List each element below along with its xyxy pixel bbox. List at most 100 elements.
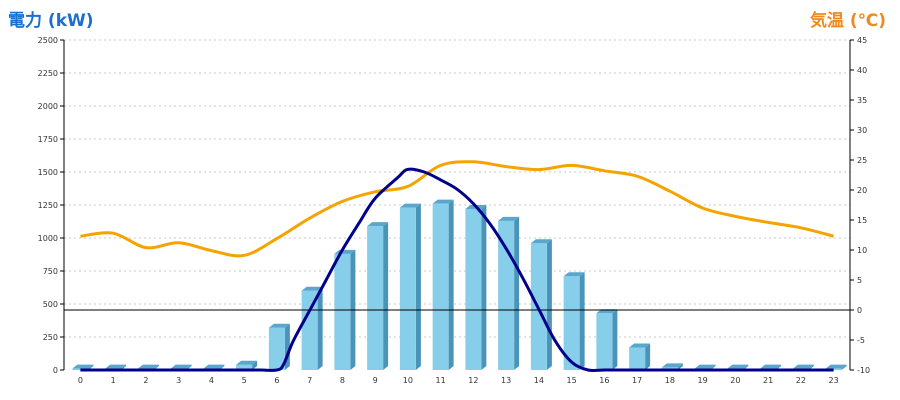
bar-front <box>596 313 613 370</box>
x-tick-label: 18 <box>665 376 675 385</box>
bar-front <box>301 290 318 370</box>
bar-top <box>399 203 421 208</box>
right-tick-label: 15 <box>857 216 867 225</box>
bar-top <box>760 364 782 369</box>
bar <box>367 222 389 370</box>
bar-top <box>498 216 520 221</box>
x-tick-label: 14 <box>534 376 544 385</box>
right-tick-label: 25 <box>857 156 867 165</box>
bar-side <box>481 204 487 370</box>
x-tick-label: 0 <box>78 376 83 385</box>
bar <box>596 309 618 370</box>
right-axis-title: 気温 (℃) <box>809 11 886 31</box>
x-tick-label: 19 <box>698 376 708 385</box>
left-tick-label: 1000 <box>38 234 58 243</box>
bar-side <box>841 364 847 370</box>
bar-top <box>563 272 585 277</box>
bar-side <box>252 360 258 370</box>
bar-side <box>612 309 618 370</box>
left-tick-label: 1750 <box>38 135 58 144</box>
bar-front <box>498 220 515 370</box>
right-tick-label: 30 <box>857 126 867 135</box>
bar-side <box>645 343 651 370</box>
bar <box>629 343 651 370</box>
right-tick-label: 20 <box>857 186 867 195</box>
bar-top <box>72 364 94 369</box>
x-tick-label: 5 <box>242 376 247 385</box>
right-tick-label: 0 <box>857 306 862 315</box>
x-tick-label: 17 <box>632 376 642 385</box>
x-tick-label: 3 <box>176 376 181 385</box>
bar-top <box>792 364 814 369</box>
bar-top <box>825 364 847 369</box>
bar-top <box>268 323 290 328</box>
bar-front <box>629 347 646 370</box>
x-tick-label: 7 <box>307 376 312 385</box>
right-tick-label: -5 <box>857 336 865 345</box>
bar-front <box>399 207 416 370</box>
right-tick-label: 35 <box>857 96 867 105</box>
bar-top <box>629 343 651 348</box>
right-tick-label: 40 <box>857 66 867 75</box>
left-tick-label: 2250 <box>38 69 58 78</box>
bar-front <box>236 364 253 370</box>
x-tick-label: 21 <box>763 376 773 385</box>
x-tick-label: 6 <box>274 376 279 385</box>
bar-side <box>677 363 683 370</box>
x-tick-label: 9 <box>373 376 378 385</box>
bar-top <box>170 364 192 369</box>
x-tick-label: 15 <box>567 376 577 385</box>
bar-front <box>334 253 351 370</box>
bar-top <box>137 364 159 369</box>
bar-top <box>203 364 225 369</box>
x-tick-label: 1 <box>111 376 116 385</box>
left-tick-label: 750 <box>43 267 58 276</box>
power-curve <box>80 167 834 373</box>
bar-top <box>367 222 389 227</box>
bar-top <box>727 364 749 369</box>
bar <box>236 360 258 370</box>
x-tick-label: 12 <box>468 376 478 385</box>
x-tick-label: 13 <box>501 376 511 385</box>
x-tick-label: 20 <box>730 376 740 385</box>
bar-side <box>514 216 520 370</box>
bar-top <box>661 363 683 368</box>
left-tick-label: 1500 <box>38 168 58 177</box>
bar <box>301 286 323 370</box>
x-tick-label: 23 <box>829 376 839 385</box>
bar-front <box>563 276 580 370</box>
bar-front <box>268 327 285 370</box>
left-tick-label: 2500 <box>38 36 58 45</box>
bar <box>530 239 552 370</box>
bar-top <box>432 199 454 204</box>
left-axis-title: 電力 (kW) <box>8 11 94 31</box>
bar-side <box>415 203 421 370</box>
bar-side <box>448 199 454 370</box>
bar-front <box>367 226 384 370</box>
bar-top <box>301 286 323 291</box>
bar-top <box>236 360 258 365</box>
bar-top <box>530 239 552 244</box>
x-tick-label: 2 <box>143 376 148 385</box>
bar <box>563 272 585 370</box>
bar-front <box>465 208 482 370</box>
x-tick-label: 8 <box>340 376 345 385</box>
x-tick-label: 22 <box>796 376 806 385</box>
left-tick-label: 0 <box>53 366 58 375</box>
left-tick-label: 2000 <box>38 102 58 111</box>
right-tick-label: -10 <box>857 366 870 375</box>
bar-top <box>694 364 716 369</box>
bar-side <box>579 272 585 370</box>
right-tick-label: 45 <box>857 36 867 45</box>
bar-front <box>432 203 449 370</box>
bar <box>432 199 454 370</box>
left-tick-label: 500 <box>43 300 58 309</box>
temperature-line <box>80 160 834 258</box>
x-tick-label: 16 <box>599 376 609 385</box>
x-tick-label: 10 <box>403 376 413 385</box>
left-tick-label: 250 <box>43 333 58 342</box>
bar <box>268 323 290 370</box>
bar <box>399 203 421 370</box>
x-tick-label: 4 <box>209 376 214 385</box>
